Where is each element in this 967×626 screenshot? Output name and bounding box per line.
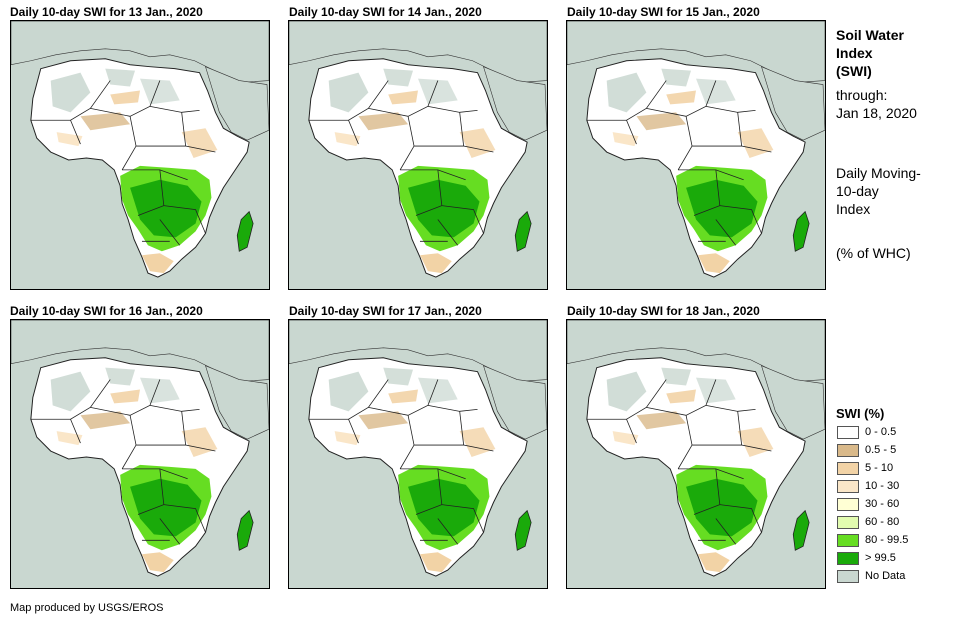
description-line-2: 10-day xyxy=(836,183,879,199)
units-label: (% of WHC) xyxy=(836,245,911,261)
index-title-line-3: (SWI) xyxy=(836,63,872,79)
map-panel-4 xyxy=(10,319,270,589)
legend-label: 0 - 0.5 xyxy=(865,426,897,438)
description-line-3: Index xyxy=(836,201,871,217)
through-label: through: xyxy=(836,87,888,103)
legend-swatch xyxy=(837,444,859,457)
legend-label: 10 - 30 xyxy=(865,480,900,492)
map-panel-1 xyxy=(10,20,270,290)
legend-label: 60 - 80 xyxy=(865,516,900,528)
legend-swatch xyxy=(837,570,859,583)
legend-label: 30 - 60 xyxy=(865,498,900,510)
panel-4-title: Daily 10-day SWI for 16 Jan., 2020 xyxy=(10,304,203,318)
legend-title: SWI (%) xyxy=(836,406,885,421)
legend-swatch xyxy=(837,552,859,565)
panel-6-title: Daily 10-day SWI for 18 Jan., 2020 xyxy=(567,304,760,318)
description-line-1: Daily Moving- xyxy=(836,165,921,181)
through-date: Jan 18, 2020 xyxy=(836,105,917,121)
legend-label: 5 - 10 xyxy=(865,462,894,474)
panel-1-title: Daily 10-day SWI for 13 Jan., 2020 xyxy=(10,5,203,19)
legend-swatch xyxy=(837,480,859,493)
legend-swatch xyxy=(837,516,859,529)
panel-3-title: Daily 10-day SWI for 15 Jan., 2020 xyxy=(567,5,760,19)
map-panel-3 xyxy=(566,20,826,290)
legend-swatch xyxy=(837,534,859,547)
credit-text: Map produced by USGS/EROS xyxy=(10,602,164,614)
legend-swatch xyxy=(837,462,859,475)
map-panel-6 xyxy=(566,319,826,589)
legend-label: No Data xyxy=(865,570,906,582)
index-title: Soil Water Index (SWI) xyxy=(836,26,904,80)
panel-2-title: Daily 10-day SWI for 14 Jan., 2020 xyxy=(289,5,482,19)
panel-5-title: Daily 10-day SWI for 17 Jan., 2020 xyxy=(289,304,482,318)
index-title-line-1: Soil Water xyxy=(836,27,904,43)
index-title-line-2: Index xyxy=(836,45,873,61)
map-panel-5 xyxy=(288,319,548,589)
map-panel-2 xyxy=(288,20,548,290)
legend-swatch xyxy=(837,498,859,511)
legend-label: 0.5 - 5 xyxy=(865,444,897,456)
legend-swatch xyxy=(837,426,859,439)
legend-label: 80 - 99.5 xyxy=(865,534,909,546)
legend-label: > 99.5 xyxy=(865,552,896,564)
